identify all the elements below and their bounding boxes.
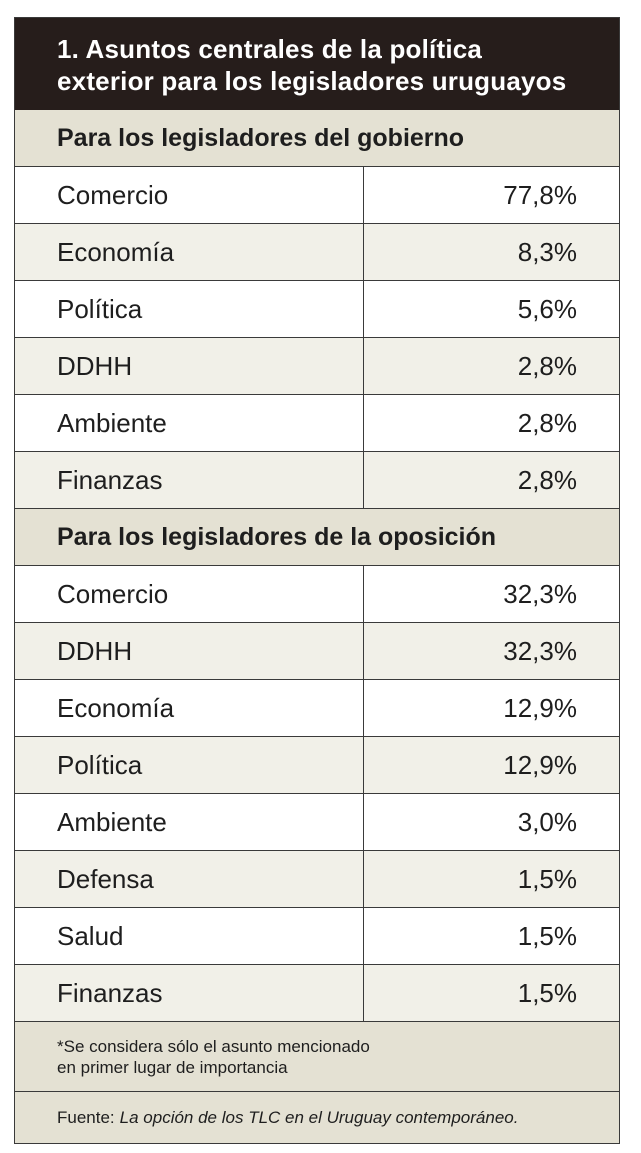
row-value: 5,6% <box>517 293 577 324</box>
table-row: DDHH 2,8% <box>15 338 619 395</box>
footnote-line-1: *Se considera sólo el asunto mencionado <box>57 1037 370 1056</box>
table-row: Economía 12,9% <box>15 680 619 737</box>
group-oposicion: Comercio 32,3% DDHH 32,3% Economía 12,9% Polít… <box>15 566 619 1022</box>
table-row: DDHH 32,3% <box>15 623 619 680</box>
table-row: Política 12,9% <box>15 737 619 794</box>
row-value: 8,3% <box>517 236 577 267</box>
row-label: Política <box>15 281 364 337</box>
row-label: Ambiente <box>15 395 364 451</box>
row-label: DDHH <box>15 623 364 679</box>
row-label: Finanzas <box>15 452 364 508</box>
row-label: Política <box>15 737 364 793</box>
table-row: Defensa 1,5% <box>15 851 619 908</box>
footnote-line-2: en primer lugar de importancia <box>57 1058 288 1077</box>
table-row: Política 5,6% <box>15 281 619 338</box>
row-label: DDHH <box>15 338 364 394</box>
table-row: Comercio 32,3% <box>15 566 619 623</box>
table-row: Ambiente 3,0% <box>15 794 619 851</box>
row-value: 12,9% <box>503 749 577 780</box>
table-row: Salud 1,5% <box>15 908 619 965</box>
source-title: La opción de los TLC en el Uruguay conte… <box>119 1107 519 1127</box>
table-row: Ambiente 2,8% <box>15 395 619 452</box>
row-value: 1,5% <box>517 977 577 1008</box>
row-label: Comercio <box>15 167 364 223</box>
group-gobierno: Comercio 77,8% Economía 8,3% Política 5,6% DDH… <box>15 167 619 509</box>
title-line-2: exterior para los legisladores uruguayos <box>57 66 567 96</box>
row-label: Salud <box>15 908 364 964</box>
row-label: Economía <box>15 224 364 280</box>
row-value: 77,8% <box>503 179 577 210</box>
row-label: Defensa <box>15 851 364 907</box>
table-row: Finanzas 2,8% <box>15 452 619 509</box>
row-value: 1,5% <box>517 863 577 894</box>
row-value: 3,0% <box>517 806 577 837</box>
row-label: Ambiente <box>15 794 364 850</box>
table-row: Finanzas 1,5% <box>15 965 619 1022</box>
row-label: Finanzas <box>15 965 364 1021</box>
source-line: Fuente: La opción de los TLC en el Urugu… <box>15 1092 619 1143</box>
section-header-gobierno: Para los legisladores del gobierno <box>15 110 619 167</box>
row-value: 32,3% <box>503 578 577 609</box>
source-prefix: Fuente: <box>57 1107 115 1127</box>
row-value: 2,8% <box>517 407 577 438</box>
row-value: 32,3% <box>503 635 577 666</box>
row-label: Comercio <box>15 566 364 622</box>
footnote: *Se considera sólo el asunto mencionado … <box>15 1022 619 1092</box>
table-row: Comercio 77,8% <box>15 167 619 224</box>
section-header-oposicion: Para los legisladores de la oposición <box>15 509 619 566</box>
title-line-1: 1. Asuntos centrales de la política <box>57 34 483 64</box>
row-value: 2,8% <box>517 464 577 495</box>
row-value: 12,9% <box>503 692 577 723</box>
table-title: 1. Asuntos centrales de la política exte… <box>15 18 619 110</box>
table-row: Economía 8,3% <box>15 224 619 281</box>
row-label: Economía <box>15 680 364 736</box>
table-card: 1. Asuntos centrales de la política exte… <box>14 17 620 1144</box>
row-value: 2,8% <box>517 350 577 381</box>
row-value: 1,5% <box>517 920 577 951</box>
